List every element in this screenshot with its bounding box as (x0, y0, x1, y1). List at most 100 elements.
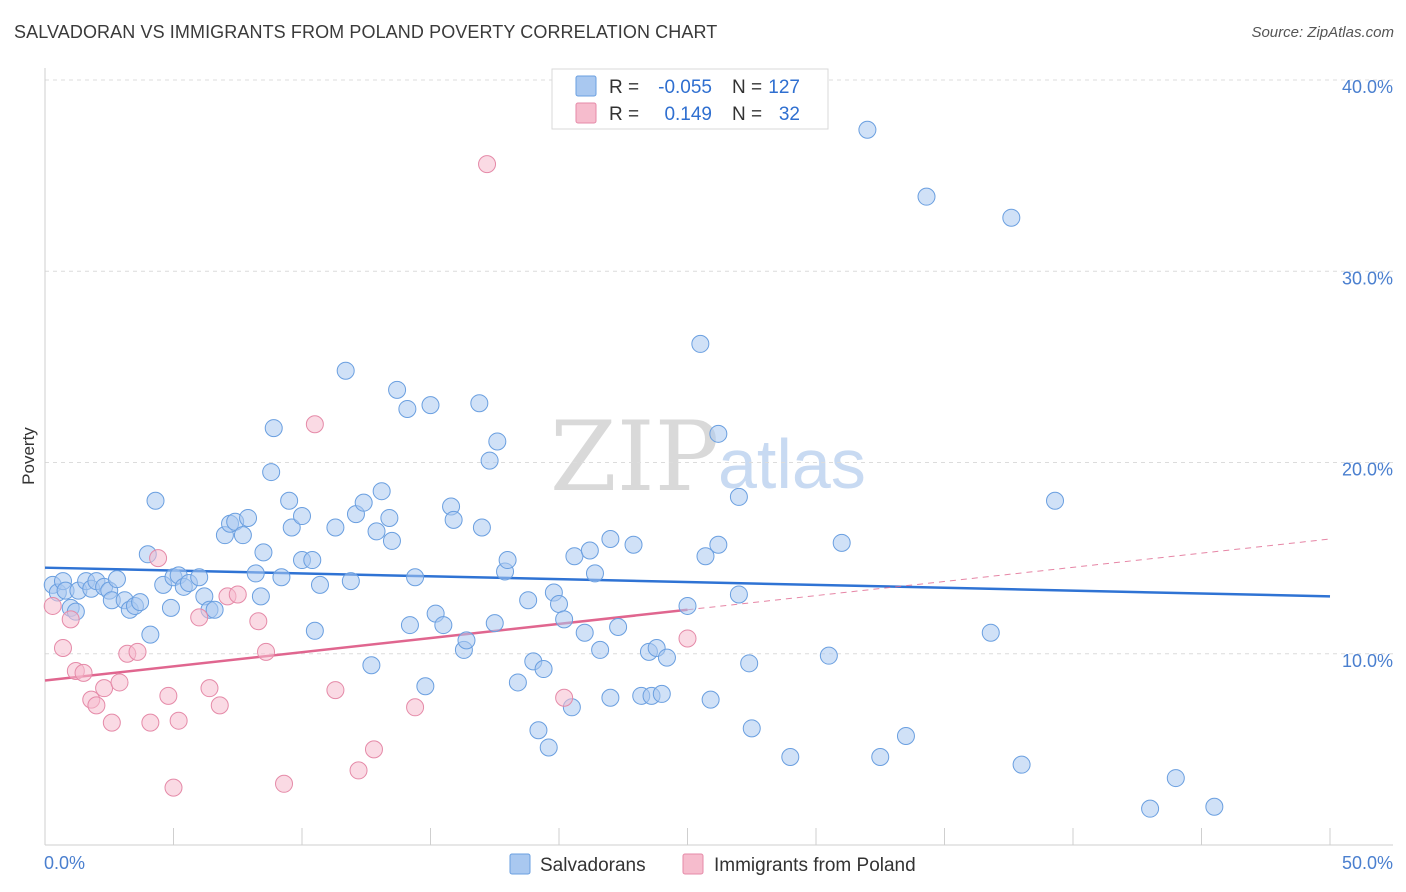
salvadoran-point (678, 596, 697, 615)
salvadoran-point (485, 614, 504, 633)
salvadoran-point (981, 623, 1000, 642)
data-points (43, 120, 1224, 818)
salvadoran-point (398, 399, 417, 418)
poland-point (53, 639, 72, 658)
poland-point (43, 596, 62, 615)
poland-point (275, 774, 294, 793)
salvadoran-point (871, 748, 890, 767)
poland-point (678, 629, 697, 648)
watermark-zip: ZIP (550, 401, 719, 513)
poland-point (406, 698, 425, 717)
salvadoran-point (362, 656, 381, 675)
salvadoran-point (406, 568, 425, 587)
salvadoran-point (470, 394, 489, 413)
salvadoran-point (601, 530, 620, 548)
bottom-legend: Salvadorans Immigrants from Poland (509, 853, 916, 876)
salvadoran-point (624, 535, 643, 554)
salvadoran-point (729, 487, 748, 506)
legend-r-label-2: R = (609, 104, 639, 125)
bottom-legend-swatch-poland (682, 853, 704, 875)
salvadoran-point (205, 600, 224, 619)
poland-point (128, 642, 147, 661)
salvadoran-point (701, 690, 720, 709)
salvadoran-point (293, 507, 311, 526)
poland-point (61, 610, 80, 629)
poland-point (141, 713, 160, 732)
bottom-legend-salvadorans: Salvadorans (540, 855, 646, 876)
salvadoran-point (575, 623, 594, 642)
salvadoran-point (388, 380, 407, 399)
legend-r-label-1: R = (609, 77, 639, 98)
salvadoran-point (1166, 769, 1185, 788)
y-tick-label: 30.0% (1342, 268, 1393, 288)
salvadoran-point (896, 726, 915, 745)
salvadoran-point (254, 543, 273, 562)
salvadoran-point (305, 621, 324, 640)
axes (44, 68, 1393, 846)
salvadoran-point (303, 551, 322, 570)
poland-point (228, 585, 247, 604)
salvadoran-point (382, 531, 401, 550)
poland-point (159, 686, 178, 705)
salvadoran-point (354, 493, 373, 512)
salvadoran-point (367, 522, 386, 541)
poland-point (200, 679, 219, 698)
salvadoran-point (781, 748, 800, 767)
poland-point (190, 608, 209, 627)
legend-swatch-poland (575, 102, 597, 124)
salvadoran-point (341, 572, 360, 591)
x-tick-max: 50.0% (1342, 853, 1393, 873)
legend-n-value-2: 32 (779, 104, 800, 125)
x-tick-min: 0.0% (44, 853, 85, 873)
salvadoran-point (591, 640, 610, 659)
salvadoran-point (264, 419, 283, 438)
salvadoran-point (457, 631, 476, 650)
salvadoran-point (1046, 491, 1065, 510)
poland-point (102, 713, 121, 732)
salvadoran-point (508, 673, 527, 692)
legend-n-value-1: 127 (768, 77, 800, 98)
poland-point (149, 549, 168, 568)
legend-frame (551, 68, 829, 130)
bottom-legend-swatch-salvadorans (509, 853, 531, 875)
salvadoran-point (251, 587, 270, 606)
salvadoran-point (416, 677, 435, 696)
salvadoran-point (534, 660, 553, 679)
y-tick-label: 20.0% (1342, 460, 1393, 480)
salvadoran-point (539, 738, 558, 757)
salvadoran-point (691, 334, 710, 353)
salvadoran-point (832, 533, 851, 552)
salvadoran-point (107, 570, 126, 589)
legend-r-value-1: -0.055 (658, 77, 712, 98)
legend-box: R = -0.055 N = 127 R = 0.149 N = 32 (551, 68, 829, 130)
poland-point (349, 761, 368, 780)
poland-point (364, 740, 383, 759)
salvadoran-point (696, 547, 715, 566)
salvadoran-point (326, 518, 345, 537)
salvadoran-point (336, 361, 355, 380)
poland-point (326, 681, 345, 700)
salvadoran-point (233, 526, 252, 545)
poland-point (555, 688, 574, 707)
legend-n-label-2: N = (732, 104, 762, 125)
salvadoran-point (262, 463, 281, 482)
salvadoran-point (1012, 755, 1031, 774)
salvadoran-point (282, 518, 301, 537)
salvadoran-point (372, 482, 391, 501)
salvadoran-point (529, 721, 548, 740)
poland-point (110, 673, 129, 692)
salvadoran-point (740, 654, 759, 673)
salvadoran-point (709, 424, 728, 443)
legend-r-value-2: 0.149 (664, 104, 712, 125)
salvadoran-point (421, 396, 440, 415)
salvadoran-point (246, 564, 265, 583)
salvadoran-point (434, 616, 453, 635)
salvadoran-point (272, 568, 291, 587)
poland-point (74, 663, 93, 682)
poland-point (478, 155, 497, 174)
salvadoran-point (400, 616, 419, 635)
poland-point (169, 711, 188, 730)
poland-point (164, 778, 183, 797)
salvadoran-point (380, 508, 399, 527)
